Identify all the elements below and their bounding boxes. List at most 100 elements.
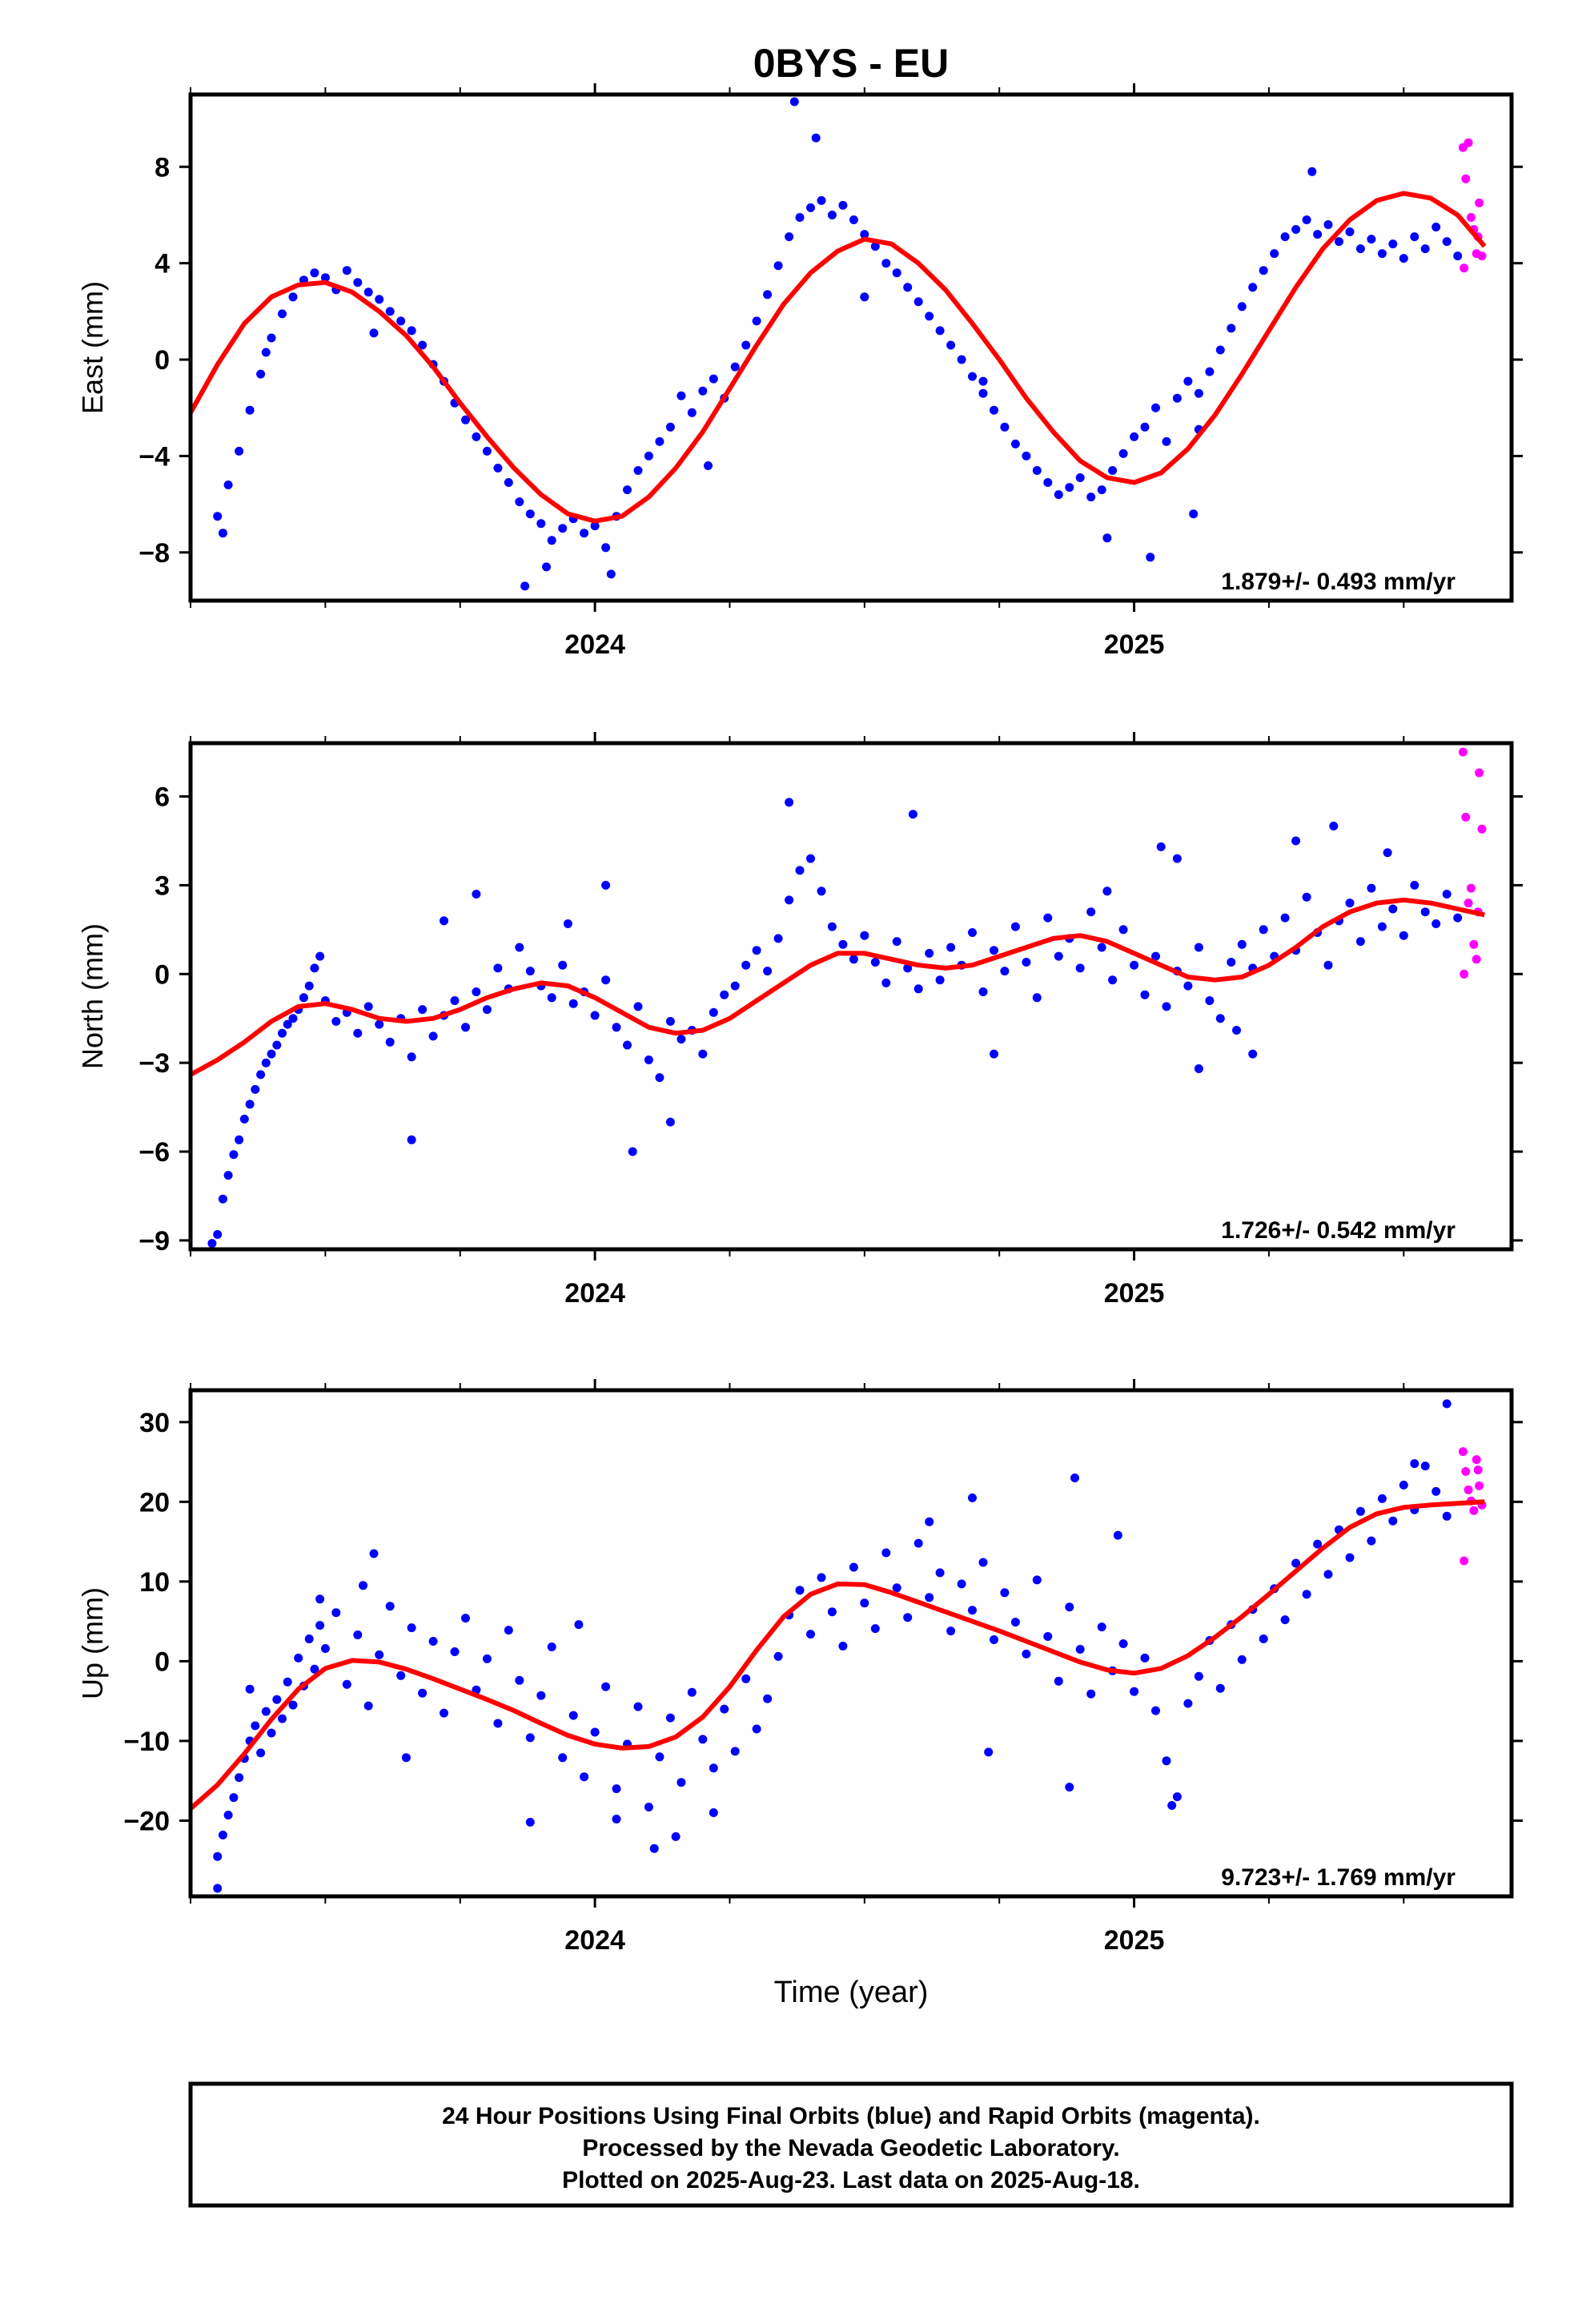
final-orbit-point bbox=[795, 213, 805, 222]
final-orbit-point bbox=[601, 880, 611, 890]
final-orbit-point bbox=[968, 928, 977, 937]
final-orbit-point bbox=[407, 1623, 416, 1633]
final-orbit-point bbox=[978, 388, 988, 398]
rapid-orbit-point bbox=[1464, 899, 1473, 908]
final-orbit-point bbox=[213, 1852, 223, 1861]
final-orbit-point bbox=[612, 1815, 621, 1823]
y-tick-label: −6 bbox=[139, 1137, 170, 1168]
final-orbit-point bbox=[251, 1721, 260, 1731]
final-orbit-point bbox=[730, 981, 740, 991]
final-orbit-point bbox=[892, 268, 901, 278]
final-orbit-point bbox=[461, 1023, 470, 1032]
final-orbit-point bbox=[704, 461, 713, 470]
final-orbit-point bbox=[320, 1644, 330, 1653]
final-orbit-point bbox=[665, 1117, 675, 1127]
final-orbit-point bbox=[363, 1701, 373, 1711]
final-orbit-point bbox=[908, 810, 917, 819]
final-orbit-point bbox=[245, 1684, 255, 1694]
final-orbit-point bbox=[542, 562, 551, 572]
final-orbit-point bbox=[1280, 1615, 1290, 1625]
final-orbit-point bbox=[925, 312, 934, 321]
final-orbit-point bbox=[978, 987, 988, 996]
final-orbit-point bbox=[515, 497, 524, 507]
final-orbit-point bbox=[590, 521, 600, 531]
final-orbit-point bbox=[590, 1011, 600, 1020]
y-axis-label: Up (mm) bbox=[76, 1587, 109, 1699]
final-orbit-point bbox=[1010, 1618, 1020, 1627]
final-orbit-point bbox=[1113, 1530, 1122, 1540]
final-orbit-point bbox=[698, 1735, 708, 1744]
final-orbit-point bbox=[315, 951, 325, 961]
final-orbit-point bbox=[207, 1239, 217, 1248]
final-orbit-point bbox=[574, 1620, 584, 1630]
final-orbit-point bbox=[213, 1884, 223, 1893]
model-fit-line bbox=[191, 897, 1485, 1077]
final-orbit-point bbox=[1140, 990, 1150, 999]
final-orbit-point bbox=[223, 1811, 233, 1819]
rapid-orbit-point bbox=[1460, 1556, 1469, 1566]
x-tick-label: 2025 bbox=[1104, 1278, 1165, 1309]
final-orbit-point bbox=[525, 967, 535, 976]
final-orbit-point bbox=[1388, 1516, 1398, 1526]
final-orbit-point bbox=[558, 960, 568, 970]
final-orbit-point bbox=[633, 1002, 643, 1011]
final-orbit-point bbox=[218, 1830, 227, 1839]
final-orbit-point bbox=[1367, 883, 1376, 893]
final-orbit-point bbox=[601, 1682, 611, 1691]
final-orbit-point bbox=[1183, 376, 1193, 386]
final-orbit-point bbox=[1302, 215, 1311, 224]
final-orbit-point bbox=[925, 1517, 934, 1526]
final-orbit-point bbox=[903, 963, 913, 973]
final-orbit-point bbox=[1280, 913, 1290, 923]
final-orbit-point bbox=[1345, 1553, 1355, 1562]
final-orbit-point bbox=[925, 1593, 934, 1602]
final-orbit-point bbox=[450, 1647, 460, 1656]
final-orbit-point bbox=[256, 1748, 266, 1758]
final-orbit-point bbox=[789, 97, 799, 107]
final-orbit-point bbox=[418, 1005, 428, 1015]
final-orbit-point bbox=[1410, 1459, 1419, 1469]
final-orbit-point bbox=[968, 1493, 977, 1502]
final-orbit-point bbox=[525, 1817, 535, 1827]
final-orbit-point bbox=[1010, 922, 1020, 931]
final-orbit-point bbox=[267, 1049, 276, 1059]
final-orbit-point bbox=[1118, 1639, 1128, 1648]
y-tick-label: −10 bbox=[123, 1727, 170, 1757]
final-orbit-point bbox=[1205, 996, 1215, 1005]
final-orbit-point bbox=[990, 946, 998, 955]
final-orbit-point bbox=[261, 1058, 271, 1068]
final-orbit-point bbox=[838, 1642, 848, 1651]
final-orbit-point bbox=[1151, 951, 1160, 961]
final-orbit-point bbox=[482, 1005, 492, 1015]
y-tick-label: 20 bbox=[139, 1487, 170, 1518]
final-orbit-point bbox=[1108, 466, 1118, 475]
final-orbit-point bbox=[278, 309, 287, 319]
final-orbit-point bbox=[261, 1707, 271, 1716]
final-orbit-point bbox=[1232, 1026, 1241, 1035]
y-tick-label: −8 bbox=[139, 538, 170, 569]
y-tick-label: 30 bbox=[139, 1408, 170, 1438]
final-orbit-point bbox=[978, 1558, 988, 1567]
final-orbit-point bbox=[504, 1626, 513, 1635]
final-orbit-point bbox=[935, 1568, 945, 1578]
final-orbit-point bbox=[1355, 937, 1365, 947]
final-orbit-point bbox=[1151, 403, 1160, 412]
rapid-orbit-points bbox=[1458, 747, 1487, 979]
final-orbit-point bbox=[1410, 232, 1419, 242]
footer-box: 24 Hour Positions Using Final Orbits (bl… bbox=[188, 2081, 1514, 2208]
final-orbit-point bbox=[256, 1070, 266, 1080]
final-orbit-point bbox=[1237, 1655, 1247, 1664]
final-orbit-point bbox=[773, 934, 783, 943]
final-orbit-point bbox=[1259, 266, 1268, 275]
y-tick-label: 0 bbox=[155, 1647, 170, 1677]
y-tick-label: 0 bbox=[155, 959, 170, 990]
final-orbit-point bbox=[687, 408, 697, 417]
final-orbit-point bbox=[1237, 939, 1247, 949]
final-orbit-point bbox=[860, 931, 869, 940]
plot-area bbox=[191, 1399, 1487, 1893]
final-orbit-point bbox=[606, 569, 616, 579]
final-orbit-point bbox=[730, 1747, 740, 1756]
final-orbit-point bbox=[1032, 466, 1042, 475]
final-orbit-point bbox=[568, 1711, 578, 1720]
final-orbit-point bbox=[278, 1714, 287, 1723]
